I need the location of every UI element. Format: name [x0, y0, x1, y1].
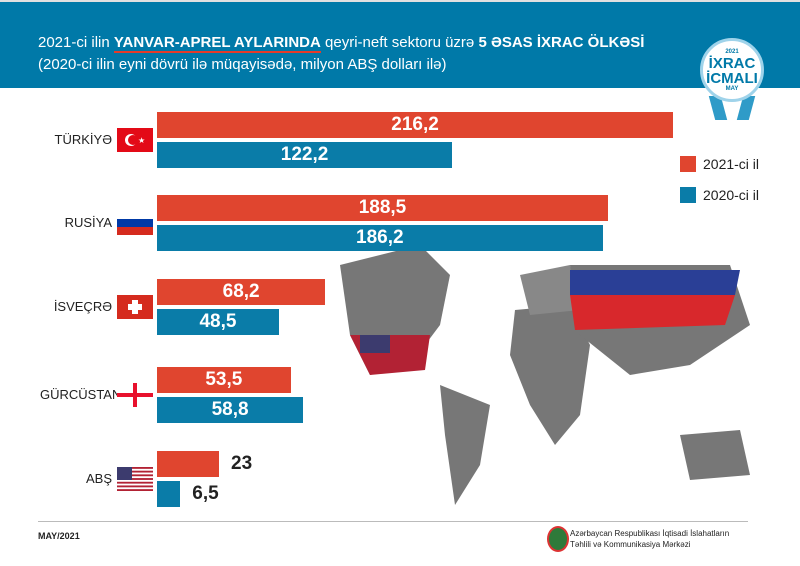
- flag-icon: [117, 467, 153, 491]
- title-bold: 5 ƏSAS İXRAC ÖLKƏSİ: [478, 34, 645, 51]
- footer-divider: [38, 521, 748, 522]
- bar-value-label: 23: [231, 453, 253, 474]
- country-label: RUSİYA: [64, 215, 112, 230]
- flag-icon: [117, 383, 153, 407]
- org-line2: Təhlili və Kommunikasiya Mərkəzi: [570, 540, 691, 549]
- map-russia-red: [570, 295, 735, 330]
- bar-2020: 186,2: [157, 225, 603, 251]
- flag-icon: [117, 211, 153, 235]
- bar-value-label: 53,5: [205, 369, 243, 390]
- map-south-america: [440, 385, 490, 505]
- legend-swatch: [680, 187, 696, 203]
- legend-label: 2020-ci il: [703, 187, 760, 203]
- title-highlight: YANVAR-APREL AYLARINDA: [113, 34, 321, 53]
- legend-2021: 2021-ci il: [680, 156, 759, 172]
- bar-value-label: 48,5: [199, 311, 237, 332]
- title-line-1: 2021-ci ilin YANVAR-APREL AYLARINDA qeyr…: [38, 34, 645, 53]
- bar-value-label: 68,2: [222, 281, 260, 302]
- bar-value-label: 186,2: [356, 227, 404, 248]
- country-label: GÜRCÜSTAN: [40, 387, 122, 402]
- map-europe: [520, 265, 580, 315]
- bar-value-label: 58,8: [211, 399, 249, 420]
- bar-2020: 48,5: [157, 309, 279, 335]
- bar-2021: 188,5: [157, 195, 608, 221]
- map-africa: [510, 305, 590, 445]
- bar-2020: 122,2: [157, 142, 453, 168]
- country-label: İSVEÇRƏ: [53, 299, 112, 314]
- country-label: TÜRKİYƏ: [54, 132, 112, 147]
- bar-value-label: 188,5: [358, 197, 407, 218]
- footer-date: MAY/2021: [38, 531, 80, 541]
- bar-2021: 53,5: [157, 367, 291, 393]
- bar-value-label: 6,5: [192, 483, 219, 504]
- subtitle: (2020-ci ilin eyni dövrü ilə müqayisədə,…: [38, 56, 447, 73]
- bar-2021: 216,2: [157, 112, 674, 138]
- country-label: ABŞ: [85, 471, 112, 486]
- flag-icon: [117, 295, 153, 319]
- bar-2021: 68,2: [157, 279, 326, 305]
- title-part: 2021-ci ilin: [38, 34, 114, 51]
- export-review-badge: 2021 İXRAC İCMALI MAY: [700, 38, 764, 102]
- title-part: qeyri-neft sektoru üzrə: [320, 34, 479, 51]
- badge-year: 2021: [725, 49, 739, 55]
- bar-2020: 58,8: [157, 397, 304, 423]
- world-map: [340, 245, 750, 505]
- legend-swatch: [680, 156, 696, 172]
- map-russia-blue: [570, 270, 740, 295]
- svg-text:★: ★: [138, 136, 145, 145]
- legend-label: 2021-ci il: [703, 156, 760, 172]
- bar-2021: [157, 451, 220, 477]
- bar-value-label: 216,2: [391, 114, 439, 135]
- badge-month: MAY: [725, 86, 739, 92]
- badge-line2: İCMALI: [706, 70, 758, 87]
- legend-2020: 2020-ci il: [680, 187, 759, 203]
- emblem-icon: [547, 526, 569, 552]
- bar-2020: [157, 481, 181, 507]
- org-line1: Azərbaycan Respublikası İqtisadi İslahat…: [570, 529, 730, 538]
- map-usa-canton: [360, 335, 390, 353]
- flag-icon: ★: [117, 128, 153, 152]
- header-banner: 2021-ci ilin YANVAR-APREL AYLARINDA qeyr…: [0, 0, 800, 88]
- bar-value-label: 122,2: [280, 144, 329, 165]
- badge-line1: İXRAC: [708, 55, 756, 72]
- organization-name: Azərbaycan Respublikası İqtisadi İslahat…: [570, 528, 729, 550]
- map-australia: [680, 430, 750, 480]
